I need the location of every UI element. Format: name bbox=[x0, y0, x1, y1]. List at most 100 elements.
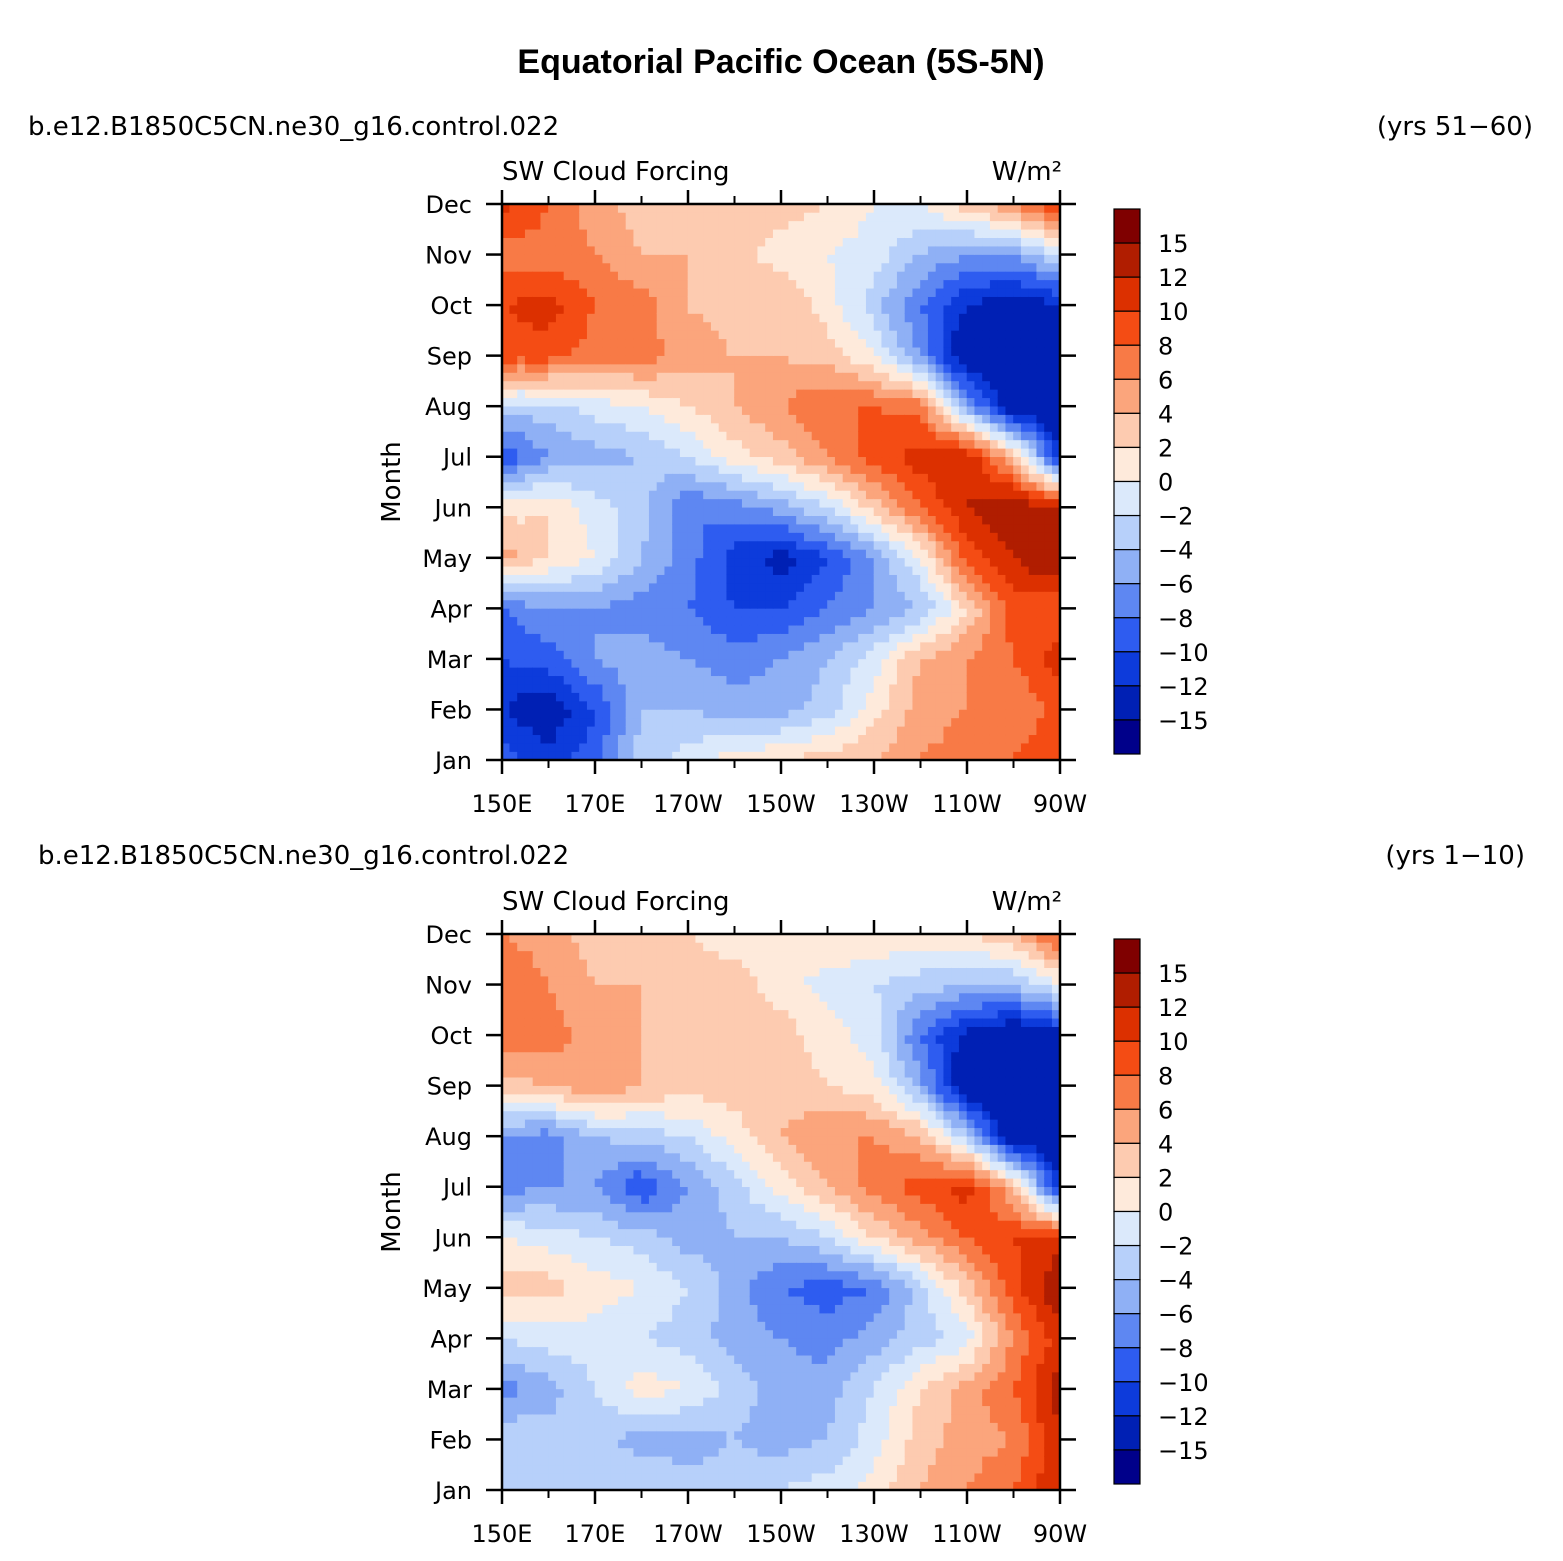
heatmap-cell bbox=[687, 414, 697, 424]
heatmap-cell bbox=[1020, 338, 1030, 348]
heatmap-cell bbox=[819, 506, 828, 516]
heatmap-cell bbox=[1036, 212, 1045, 222]
heatmap-cell bbox=[873, 532, 883, 542]
heatmap-cell bbox=[889, 540, 898, 550]
heatmap-cell bbox=[1028, 532, 1038, 542]
heatmap-cell bbox=[958, 675, 968, 685]
heatmap-cell bbox=[509, 717, 518, 727]
heatmap-cell bbox=[865, 506, 875, 516]
heatmap-cell bbox=[695, 380, 704, 390]
heatmap-cell bbox=[710, 540, 720, 550]
heatmap-cell bbox=[602, 641, 611, 651]
heatmap-cell bbox=[889, 574, 898, 584]
heatmap-cell bbox=[989, 271, 999, 281]
heatmap-cell bbox=[827, 700, 836, 710]
heatmap-cell bbox=[648, 1472, 658, 1482]
heatmap-cell bbox=[1051, 220, 1060, 230]
heatmap-cell bbox=[834, 599, 844, 609]
heatmap-cell bbox=[641, 523, 650, 533]
heatmap-cell bbox=[555, 616, 565, 626]
heatmap-cell bbox=[703, 245, 712, 255]
heatmap-cell bbox=[741, 608, 751, 618]
heatmap-cell bbox=[517, 734, 526, 744]
heatmap-cell bbox=[951, 734, 960, 744]
heatmap-cell bbox=[1051, 683, 1060, 693]
heatmap-cell bbox=[695, 574, 704, 584]
heatmap-cell bbox=[1036, 338, 1045, 348]
heatmap-cell bbox=[966, 212, 976, 222]
heatmap-cell bbox=[881, 608, 890, 618]
heatmap-cell bbox=[803, 742, 813, 752]
heatmap-cell bbox=[540, 742, 549, 752]
heatmap-cell bbox=[1013, 431, 1022, 441]
heatmap-cell bbox=[509, 439, 518, 449]
heatmap-cell bbox=[726, 431, 735, 441]
heatmap-cell bbox=[896, 330, 906, 340]
heatmap-cell bbox=[927, 397, 937, 407]
heatmap-cell bbox=[555, 414, 565, 424]
heatmap-cell bbox=[834, 363, 844, 373]
heatmap-cell bbox=[672, 228, 681, 238]
heatmap-cell bbox=[912, 456, 921, 466]
heatmap-cell bbox=[827, 254, 836, 264]
heatmap-cell bbox=[873, 506, 883, 516]
heatmap-cell bbox=[927, 431, 937, 441]
heatmap-cell bbox=[687, 481, 697, 491]
heatmap-cell bbox=[571, 346, 580, 356]
heatmap-cell bbox=[1005, 700, 1014, 710]
heatmap-cell bbox=[532, 405, 542, 415]
heatmap-cell bbox=[1036, 717, 1045, 727]
heatmap-cell bbox=[958, 313, 968, 323]
heatmap-cell bbox=[881, 405, 890, 415]
heatmap-cell bbox=[803, 532, 813, 542]
heatmap-cell bbox=[788, 490, 797, 500]
heatmap-cell bbox=[858, 271, 867, 281]
heatmap-cell bbox=[796, 296, 805, 306]
heatmap-cell bbox=[796, 346, 805, 356]
heatmap-cell bbox=[765, 616, 774, 626]
heatmap-cell bbox=[943, 523, 952, 533]
heatmap-cell bbox=[904, 212, 914, 222]
heatmap-cell bbox=[982, 692, 991, 702]
heatmap-cell bbox=[1005, 237, 1014, 247]
heatmap-cell bbox=[951, 372, 960, 382]
heatmap-cell bbox=[648, 271, 658, 281]
heatmap-cell bbox=[703, 237, 712, 247]
heatmap-cell bbox=[524, 448, 534, 458]
heatmap-cell bbox=[524, 667, 534, 677]
heatmap-cell bbox=[796, 650, 805, 660]
heatmap-cell bbox=[997, 389, 1007, 399]
heatmap-cell bbox=[517, 448, 526, 458]
heatmap-cell bbox=[796, 734, 805, 744]
heatmap-cell bbox=[579, 220, 588, 230]
heatmap-cell bbox=[772, 271, 782, 281]
heatmap-cell bbox=[904, 304, 914, 314]
heatmap-cell bbox=[524, 254, 534, 264]
heatmap-cell bbox=[1020, 279, 1030, 289]
heatmap-cell bbox=[834, 254, 844, 264]
heatmap-cell bbox=[850, 271, 859, 281]
heatmap-cell bbox=[819, 675, 828, 685]
heatmap-cell bbox=[1044, 245, 1053, 255]
heatmap-cell bbox=[958, 380, 968, 390]
heatmap-cell bbox=[1028, 709, 1038, 719]
heatmap-cell bbox=[656, 473, 666, 483]
heatmap-cell bbox=[509, 616, 518, 626]
heatmap-cell bbox=[827, 506, 836, 516]
heatmap-cell bbox=[834, 338, 844, 348]
heatmap-cell bbox=[586, 667, 596, 677]
heatmap-cell bbox=[943, 228, 952, 238]
heatmap-cell bbox=[734, 287, 743, 297]
heatmap-cell bbox=[765, 237, 774, 247]
heatmap-cell bbox=[664, 279, 673, 289]
heatmap-cell bbox=[1051, 254, 1060, 264]
heatmap-cell bbox=[679, 515, 689, 525]
heatmap-cell bbox=[765, 726, 774, 736]
heatmap-cell bbox=[664, 414, 673, 424]
heatmap-cell bbox=[703, 532, 712, 542]
heatmap-cell bbox=[1020, 624, 1030, 634]
heatmap-cell bbox=[974, 439, 983, 449]
heatmap-cell bbox=[617, 372, 627, 382]
heatmap-cell bbox=[974, 574, 983, 584]
heatmap-cell bbox=[920, 439, 929, 449]
